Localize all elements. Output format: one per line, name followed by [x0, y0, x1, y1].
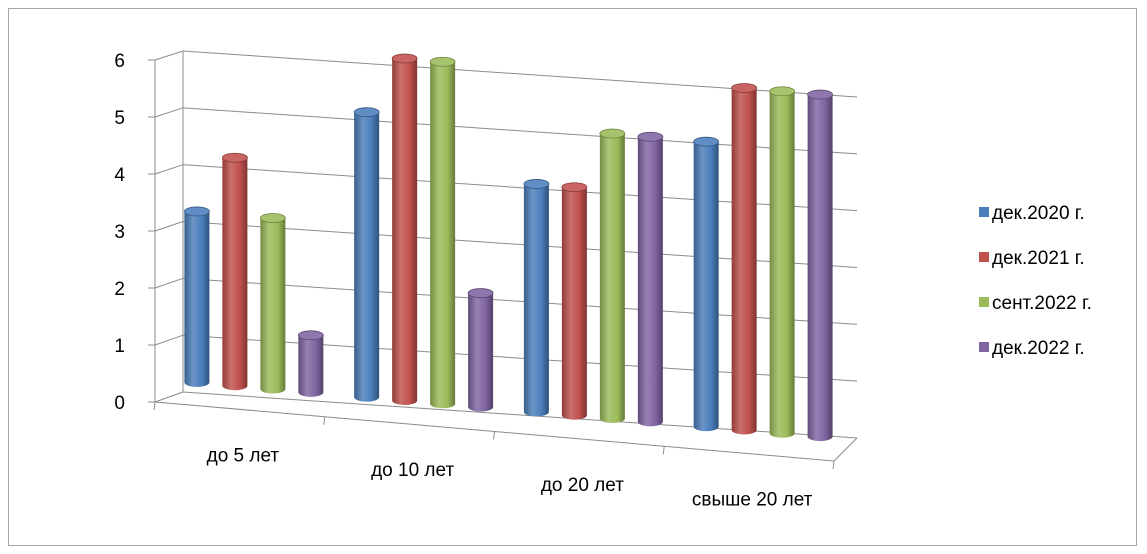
bar-body	[468, 293, 494, 412]
x-tick-label: до 10 лет	[371, 460, 454, 481]
side-gridline	[154, 164, 184, 175]
bar-cap	[637, 131, 664, 142]
legend-swatch	[979, 297, 989, 307]
bar-cap	[769, 86, 796, 97]
axes	[148, 51, 858, 470]
y-tick-labels: 0 1 2 3 4 5 6	[114, 51, 125, 414]
bar-cap	[693, 136, 720, 147]
x-tick-mark	[662, 446, 665, 455]
y-tick-label: 2	[114, 279, 125, 300]
y-tick-label: 5	[114, 108, 125, 129]
bar-body	[430, 61, 456, 409]
bar-cap	[184, 206, 210, 217]
bar-cap	[523, 179, 550, 189]
bar-cap	[807, 89, 833, 100]
legend-label: дек.2022 г.	[992, 338, 1085, 359]
bar-body	[561, 187, 587, 420]
y-tick-label: 6	[114, 51, 125, 72]
side-gridline	[154, 221, 184, 232]
bar	[221, 152, 248, 391]
bar-body	[769, 91, 795, 438]
legend-item: дек.2022 г.	[979, 338, 1085, 359]
bar	[561, 182, 588, 420]
bar-body	[260, 218, 286, 394]
bar-body	[599, 133, 625, 424]
bar	[259, 213, 286, 394]
y-tick-label: 1	[114, 336, 125, 357]
bar-body	[222, 157, 248, 391]
bar-cap	[731, 83, 758, 93]
side-gridline	[154, 50, 184, 61]
side-gridline	[154, 334, 184, 346]
bar-cap	[561, 182, 588, 193]
x-tick-mark	[493, 431, 495, 440]
x-tick-label: свыше 20 лет	[692, 490, 813, 511]
bar-cap	[599, 128, 626, 139]
bar-body	[637, 136, 663, 427]
x-tick-mark	[323, 416, 326, 425]
legend: дек.2020 г. дек.2021 г. сент.2022 г. дек.20…	[979, 203, 1092, 359]
bar	[297, 330, 324, 397]
bar	[731, 83, 758, 435]
bar-body	[731, 87, 757, 435]
legend-swatch	[979, 207, 989, 217]
bar-body	[807, 94, 833, 442]
bar-body	[693, 141, 719, 432]
y-tick-label: 0	[114, 393, 125, 414]
legend-label: дек.2020 г.	[992, 203, 1085, 224]
bar	[523, 179, 550, 417]
side-gridline	[154, 277, 184, 289]
bars	[184, 53, 833, 442]
bar-cap	[297, 330, 324, 341]
bar	[353, 107, 380, 402]
floor-edge	[833, 437, 858, 462]
x-tick-mark	[832, 460, 835, 470]
y-tick-label: 4	[114, 165, 125, 186]
bar-body	[523, 183, 549, 417]
legend-label: дек.2021 г.	[992, 248, 1085, 269]
bar	[807, 89, 833, 442]
bar	[391, 53, 418, 405]
bar	[693, 136, 720, 432]
bar-cap	[221, 152, 248, 163]
x-tick-label: до 20 лет	[541, 475, 624, 496]
legend-swatch	[979, 342, 989, 352]
x-tick-labels: до 5 лет до 10 лет до 20 лет свыше 20 лет	[207, 445, 813, 510]
legend-item: сент.2022 г.	[979, 293, 1092, 314]
legend-label: сент.2022 г.	[992, 293, 1092, 314]
x-tick-label: до 5 лет	[207, 445, 280, 466]
bar-cap	[467, 288, 494, 298]
bar-cap	[391, 53, 418, 64]
bar-body	[354, 112, 380, 402]
bar-body	[392, 58, 418, 405]
bar	[429, 56, 456, 409]
side-gridline	[154, 107, 184, 118]
bar	[184, 206, 210, 387]
x-tick-mark	[153, 401, 156, 411]
bar-body	[298, 335, 324, 397]
bar-cap	[259, 213, 286, 223]
bar	[599, 128, 626, 424]
bar	[769, 86, 796, 438]
bar-cap	[353, 107, 380, 118]
bar	[467, 288, 494, 412]
y-tick-label: 3	[114, 222, 125, 243]
legend-swatch	[979, 252, 989, 262]
legend-item: дек.2021 г.	[979, 248, 1085, 269]
side-gridline	[154, 391, 184, 403]
bar	[637, 131, 664, 427]
legend-item: дек.2020 г.	[979, 203, 1085, 224]
bar-cap	[429, 56, 456, 67]
bar-body	[184, 211, 210, 387]
